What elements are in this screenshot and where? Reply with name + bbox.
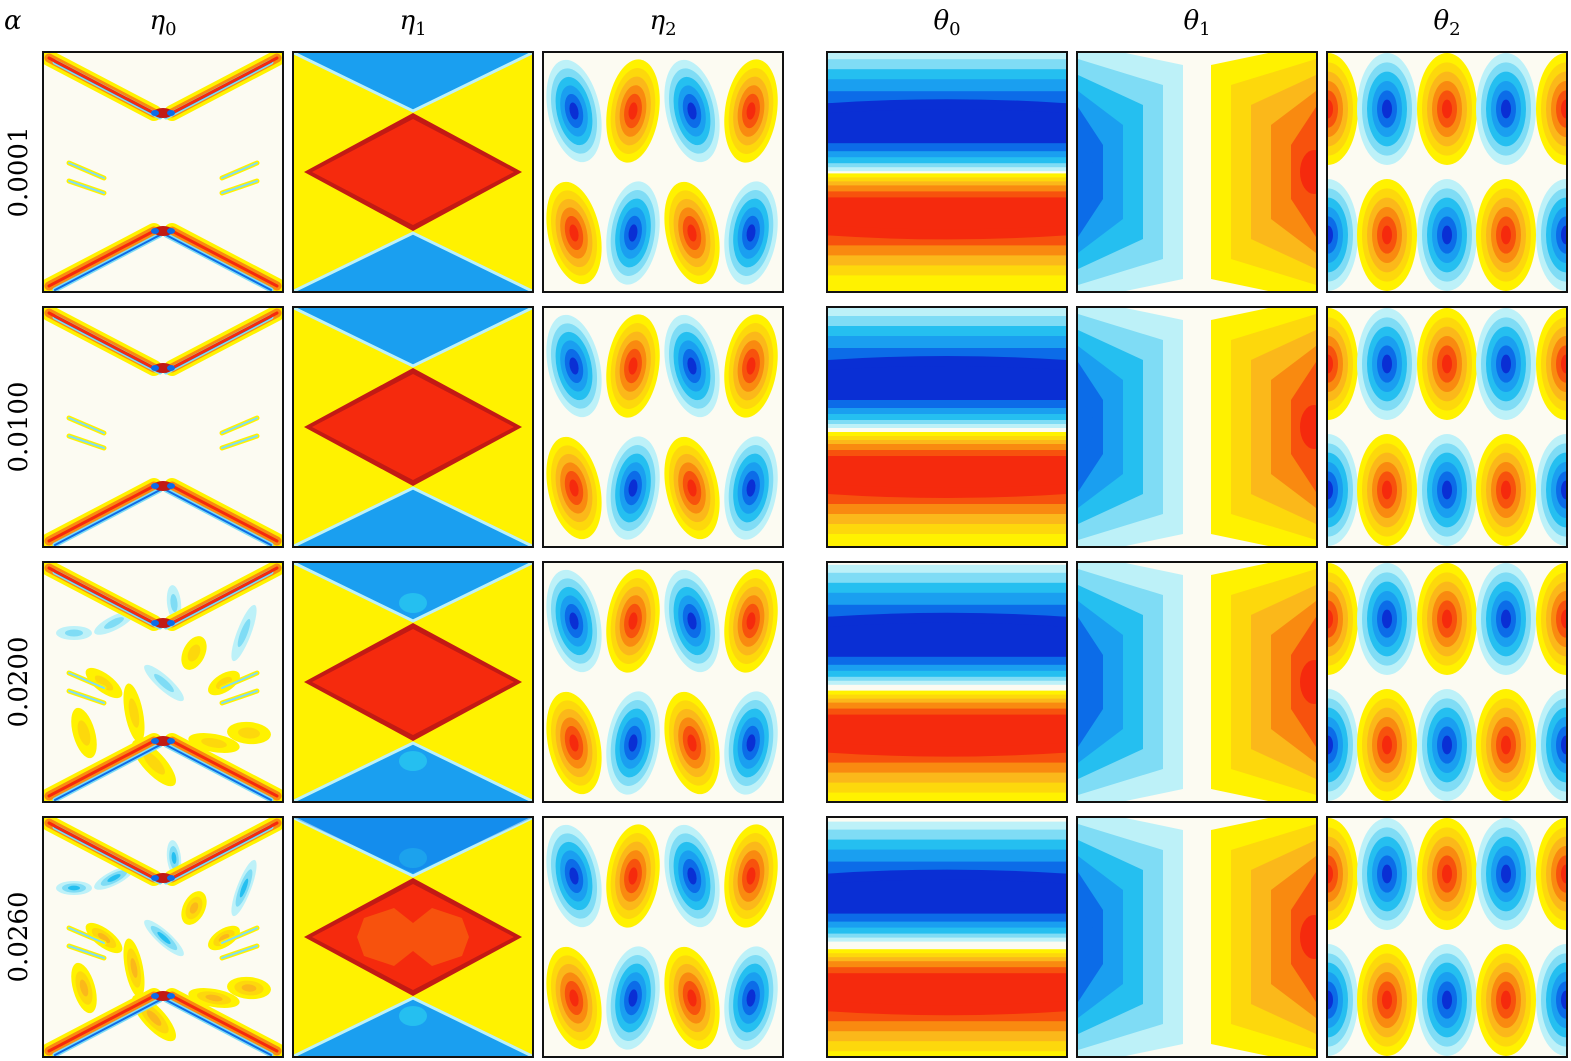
contour-panel-eta0-row-1 xyxy=(42,51,284,293)
column-subscript: 1 xyxy=(415,19,427,40)
contour-plot xyxy=(544,53,782,291)
column-symbol: η xyxy=(149,6,166,36)
contour-panel-eta2-row-4 xyxy=(542,816,784,1058)
contour-plot xyxy=(1078,563,1316,801)
contour-plot xyxy=(1078,308,1316,546)
contour-plot xyxy=(1328,308,1566,546)
contour-plot xyxy=(294,53,532,291)
column-header-eta0: η0 xyxy=(42,6,284,46)
alpha-value: 0.0200 xyxy=(4,636,34,728)
contour-plot xyxy=(1078,53,1316,291)
alpha-value: 0.0260 xyxy=(4,891,34,983)
contour-plot xyxy=(1328,563,1566,801)
contour-panel-eta1-row-3 xyxy=(292,561,534,803)
column-header-theta2: θ2 xyxy=(1326,6,1568,46)
contour-plot xyxy=(1078,818,1316,1056)
contour-panel-eta2-row-2 xyxy=(542,306,784,548)
contour-panel-eta2-row-1 xyxy=(542,51,784,293)
column-header-eta1: η1 xyxy=(292,6,534,46)
contour-panel-theta0-row-3 xyxy=(826,561,1068,803)
column-subscript: 2 xyxy=(665,19,677,40)
contour-plot xyxy=(828,564,1066,801)
contour-plot xyxy=(44,53,282,291)
contour-panel-eta1-row-1 xyxy=(292,51,534,293)
column-symbol: θ xyxy=(933,6,950,36)
contour-panel-theta2-row-3 xyxy=(1326,561,1568,803)
contour-panel-eta0-row-3 xyxy=(42,561,284,803)
column-subscript: 0 xyxy=(165,19,177,40)
row-label-2: 0.0100 xyxy=(2,306,36,548)
contour-plot xyxy=(44,563,282,801)
row-label-1: 0.0001 xyxy=(2,51,36,293)
column-subscript: 1 xyxy=(1199,19,1211,40)
column-subscript: 2 xyxy=(1449,19,1461,40)
contour-panel-theta0-row-1 xyxy=(826,51,1068,293)
contour-panel-theta2-row-2 xyxy=(1326,306,1568,548)
contour-plot xyxy=(828,308,1066,546)
contour-panel-theta1-row-2 xyxy=(1076,306,1318,548)
contour-plot xyxy=(544,308,782,546)
contour-plot xyxy=(828,821,1066,1056)
column-header-theta0: θ0 xyxy=(826,6,1068,46)
column-symbol: θ xyxy=(1183,6,1200,36)
contour-panel-eta2-row-3 xyxy=(542,561,784,803)
contour-panel-eta0-row-4 xyxy=(42,816,284,1058)
alpha-axis-label: α xyxy=(4,6,22,36)
contour-plot xyxy=(1328,818,1566,1056)
column-subscript: 0 xyxy=(949,19,961,40)
contour-plot xyxy=(294,308,532,546)
column-header-eta2: η2 xyxy=(542,6,784,46)
contour-panel-theta1-row-1 xyxy=(1076,51,1318,293)
contour-plot xyxy=(828,53,1066,291)
contour-plot xyxy=(44,308,282,546)
contour-panel-theta1-row-3 xyxy=(1076,561,1318,803)
contour-plot xyxy=(294,563,532,801)
contour-plot xyxy=(544,563,782,801)
row-label-4: 0.0260 xyxy=(2,816,36,1058)
column-symbol: η xyxy=(649,6,666,36)
row-label-3: 0.0200 xyxy=(2,561,36,803)
contour-panel-theta2-row-4 xyxy=(1326,816,1568,1058)
contour-panel-theta0-row-2 xyxy=(826,306,1068,548)
contour-panel-eta1-row-4 xyxy=(292,816,534,1058)
contour-panel-eta0-row-2 xyxy=(42,306,284,548)
contour-panel-theta2-row-1 xyxy=(1326,51,1568,293)
contour-panel-eta1-row-2 xyxy=(292,306,534,548)
contour-plot xyxy=(44,818,282,1056)
contour-plot xyxy=(544,818,782,1056)
column-symbol: η xyxy=(399,6,416,36)
contour-plot xyxy=(1328,53,1566,291)
column-symbol: θ xyxy=(1433,6,1450,36)
contour-panel-theta1-row-4 xyxy=(1076,816,1318,1058)
alpha-value: 0.0100 xyxy=(4,381,34,473)
alpha-value: 0.0001 xyxy=(4,126,34,218)
column-header-theta1: θ1 xyxy=(1076,6,1318,46)
contour-plot xyxy=(294,818,532,1056)
contour-panel-theta0-row-4 xyxy=(826,816,1068,1058)
